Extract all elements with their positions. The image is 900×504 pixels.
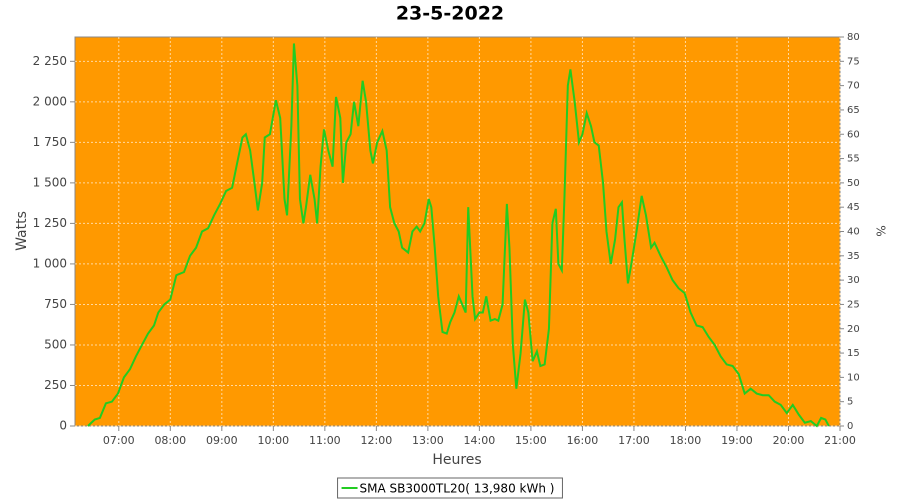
y2-tick-label: 10	[847, 372, 860, 383]
y-axis-label: Watts	[14, 211, 30, 251]
y2-tick-label: 45	[847, 202, 860, 213]
x-tick-label: 19:00	[721, 434, 753, 447]
x-tick-label: 10:00	[257, 434, 289, 447]
y-tick-label: 750	[44, 297, 67, 311]
y2-axis-label: %	[874, 225, 888, 236]
x-tick-label: 09:00	[206, 434, 238, 447]
y-tick-label: 1 500	[33, 175, 67, 189]
y2-tick-label: 80	[847, 32, 860, 43]
y2-tick-label: 65	[847, 105, 860, 116]
y-tick-label: 250	[44, 378, 67, 392]
line-series	[87, 43, 830, 428]
x-tick-label: 12:00	[361, 434, 393, 447]
y2-tick-label: 70	[847, 81, 860, 92]
y2-tick-label: 0	[847, 421, 853, 432]
y-tick-label: 2 250	[33, 54, 67, 68]
x-tick-label: 07:00	[103, 434, 135, 447]
plot-area	[74, 36, 841, 427]
x-tick-label: 14:00	[464, 434, 496, 447]
x-tick-label: 08:00	[154, 434, 186, 447]
y2-tick-label: 15	[847, 348, 860, 359]
y-tick-label: 500	[44, 337, 67, 351]
y2-tick-label: 50	[847, 178, 860, 189]
x-axis-label: Heures	[432, 452, 481, 468]
y2-tick-label: 40	[847, 227, 860, 238]
x-tick-label: 17:00	[618, 434, 650, 447]
y-tick-label: 1 000	[33, 256, 67, 270]
legend-label: SMA SB3000TL20( 13,980 kWh )	[360, 482, 555, 496]
y2-tick-label: 55	[847, 154, 860, 165]
legend-box	[337, 477, 563, 499]
x-tick-label: 13:00	[412, 434, 444, 447]
x-tick-label: 21:00	[824, 434, 856, 447]
y-tick-label: 1 250	[33, 216, 67, 230]
y-tick-label: 2 000	[33, 94, 67, 108]
y2-tick-label: 60	[847, 129, 860, 140]
y2-tick-label: 30	[847, 275, 860, 286]
y2-tick-label: 5	[847, 397, 853, 408]
chart-title: 23-5-2022	[396, 3, 504, 25]
y2-tick-label: 75	[847, 56, 860, 67]
y2-tick-label: 20	[847, 324, 860, 335]
y2-tick-label: 35	[847, 251, 860, 262]
y-tick-label: 0	[59, 419, 67, 433]
x-tick-label: 20:00	[773, 434, 805, 447]
x-tick-label: 18:00	[670, 434, 702, 447]
y2-tick-label: 25	[847, 299, 860, 310]
x-tick-label: 15:00	[515, 434, 547, 447]
y-tick-label: 1 750	[33, 135, 67, 149]
x-tick-label: 11:00	[309, 434, 341, 447]
x-tick-label: 16:00	[567, 434, 599, 447]
legend: SMA SB3000TL20( 13,980 kWh )	[337, 477, 563, 499]
